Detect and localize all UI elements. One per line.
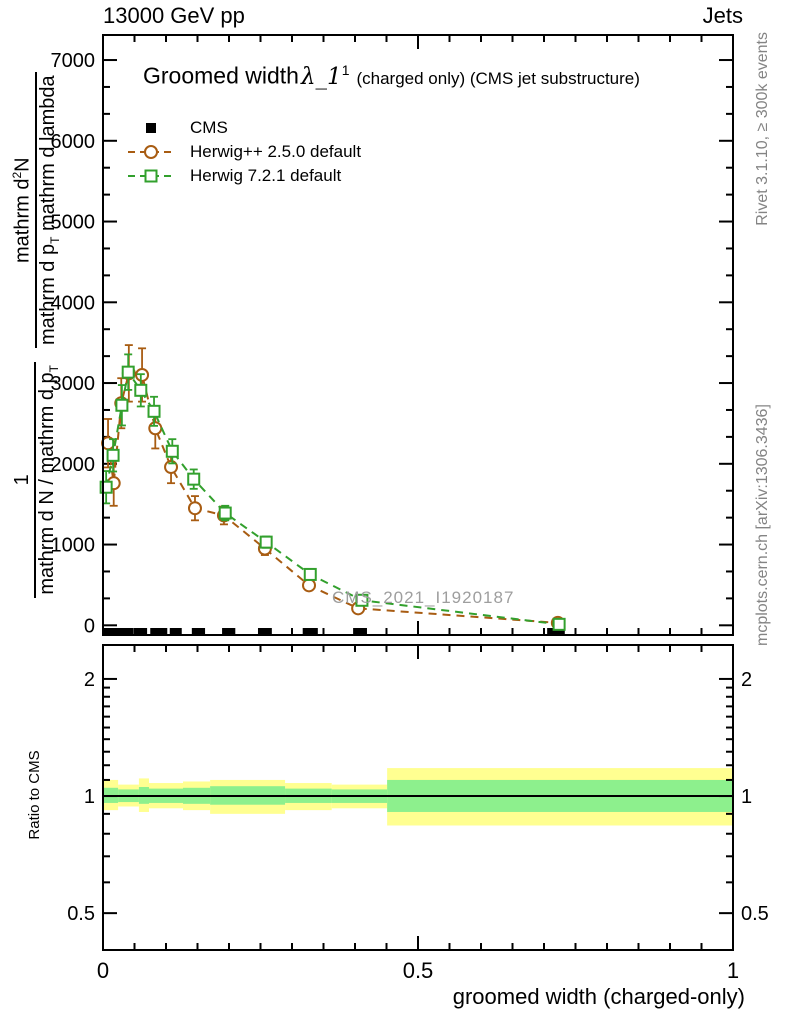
legend-label-herwigpp: Herwig++ 2.5.0 default xyxy=(190,142,362,161)
data-marker-square xyxy=(165,444,179,458)
data-marker-square xyxy=(121,365,135,379)
mcplots-reference-note: mcplots.cern.ch [arXiv:1306.3436] xyxy=(754,404,771,646)
legend-label-cms: CMS xyxy=(190,118,228,137)
num-text-b: N xyxy=(11,157,34,172)
svg-text:0.5: 0.5 xyxy=(403,958,434,983)
y-axis-fraction-2: mathrm d2N mathrm d pT mathrm d lambda xyxy=(10,72,62,349)
svg-text:3000: 3000 xyxy=(51,373,96,395)
legend-label-herwig7: Herwig 7.2.1 default xyxy=(190,166,342,185)
den-text: mathrm d N / mathrm d p xyxy=(36,372,58,595)
svg-text:0.5: 0.5 xyxy=(741,903,769,925)
data-marker-square xyxy=(134,383,148,397)
svg-text:2: 2 xyxy=(84,669,95,691)
svg-text:2000: 2000 xyxy=(51,454,96,476)
num-superscript: 2 xyxy=(10,171,25,179)
svg-text:2: 2 xyxy=(741,669,752,691)
svg-text:1: 1 xyxy=(84,786,95,808)
y-axis-label: 1 mathrm d N / mathrm d pT mathrm d2N ma… xyxy=(6,35,66,635)
svg-text:6000: 6000 xyxy=(51,131,96,153)
cms-data-bin xyxy=(302,628,318,634)
cms-data-bin xyxy=(191,628,206,634)
data-marker-square xyxy=(552,617,566,631)
lambda-symbol: λ_1 xyxy=(300,63,342,90)
beam-energy-label: 13000 GeV pp xyxy=(103,3,245,28)
data-marker-square xyxy=(259,535,273,549)
fraction-numerator: mathrm d2N xyxy=(10,72,37,349)
plot-title: Groomed widthλ_11 (charged only) (CMS jet… xyxy=(143,62,640,90)
axis-tick-labels: 0 1000 2000 3000 4000 5000 6000 7000 0 0.5 1 0.5 0.5… xyxy=(51,50,769,983)
main-panel-frame xyxy=(102,34,734,636)
legend-circle-marker xyxy=(144,145,158,159)
data-marker-square xyxy=(99,480,113,494)
svg-text:4000: 4000 xyxy=(51,292,96,314)
data-marker-circle xyxy=(148,421,163,436)
cms-data-bin xyxy=(547,628,565,634)
ratio-axis-label: Ratio to CMS xyxy=(26,750,43,840)
data-marker-square xyxy=(218,506,232,520)
lambda-exponent: 1 xyxy=(341,62,350,78)
cms-data-bin xyxy=(353,628,367,634)
svg-text:7000: 7000 xyxy=(51,50,96,72)
x-axis-title: groomed width (charged-only) xyxy=(452,984,745,1009)
legend-square-marker xyxy=(144,169,158,183)
fraction-denominator: mathrm d N / mathrm d pT xyxy=(36,362,61,598)
svg-text:1: 1 xyxy=(727,958,739,983)
cms-data-bin xyxy=(150,628,168,634)
herwigpp-series xyxy=(101,344,565,630)
analysis-watermark: CMS_2021_I1920187 xyxy=(332,588,515,607)
series-line xyxy=(105,369,560,626)
cms-data-bin xyxy=(169,628,182,634)
legend-markers xyxy=(128,123,174,183)
cms-data-bin xyxy=(103,628,134,634)
data-marker-square xyxy=(115,398,129,412)
cms-data-bin xyxy=(222,628,236,634)
svg-text:0.5: 0.5 xyxy=(67,903,95,925)
num-text: mathrm d xyxy=(11,178,34,263)
rivet-version-note: Rivet 3.1.10, ≥ 300k events xyxy=(754,32,771,226)
cms-data-bin xyxy=(257,628,272,634)
y-axis-fraction-1: 1 mathrm d N / mathrm d pT xyxy=(11,362,61,598)
plot-title-main: Groomed width xyxy=(143,62,299,89)
svg-text:0: 0 xyxy=(84,615,95,637)
den-text: mathrm d p xyxy=(36,243,59,346)
svg-text:1: 1 xyxy=(741,786,752,808)
den-subscript: T xyxy=(47,365,61,373)
svg-text:5000: 5000 xyxy=(51,212,96,234)
data-marker-square xyxy=(106,448,120,462)
svg-text:1000: 1000 xyxy=(51,535,96,557)
data-marker-square xyxy=(355,593,369,607)
data-marker-circle xyxy=(302,578,317,593)
den-subscript: T xyxy=(47,236,62,244)
cms-legend-marker xyxy=(146,123,156,133)
cms-data-marks xyxy=(103,628,565,634)
den-text-b: mathrm d lambda xyxy=(36,75,59,237)
series-line xyxy=(107,372,558,624)
data-marker-square xyxy=(147,404,161,418)
svg-text:0: 0 xyxy=(97,958,109,983)
data-marker-square xyxy=(303,567,317,581)
data-marker-square xyxy=(187,472,201,486)
process-label: Jets xyxy=(702,3,743,28)
fraction-denominator: mathrm d pT mathrm d lambda xyxy=(37,72,62,348)
plot-title-suffix: (charged only) (CMS jet substructure) xyxy=(356,68,640,88)
cms-data-bin xyxy=(135,628,148,634)
data-marker-circle xyxy=(187,501,202,516)
ratio-panel-frame xyxy=(102,644,734,951)
fraction-numerator: 1 xyxy=(11,362,36,598)
